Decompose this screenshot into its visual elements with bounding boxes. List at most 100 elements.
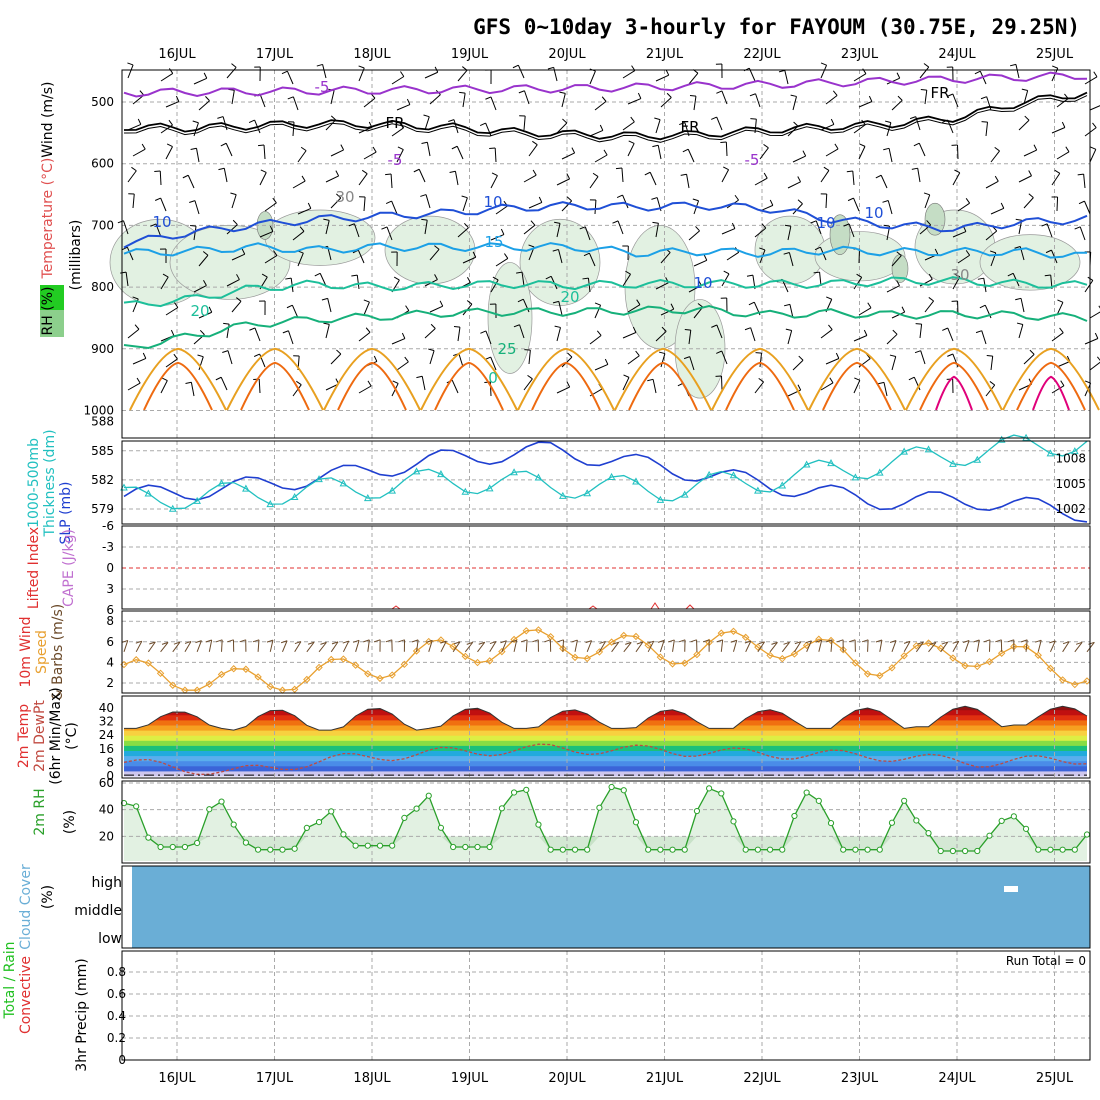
wind-barb — [351, 274, 360, 290]
wind-barb-feather — [552, 248, 559, 252]
wind-speed-marker — [583, 654, 591, 663]
wind-barb-feather — [761, 223, 767, 229]
warm-contour — [129, 347, 227, 411]
slp-tick-label: 1005 — [1055, 477, 1086, 491]
pressure-tick-label: 800 — [91, 280, 114, 294]
wind-speed-marker — [790, 650, 799, 658]
wind-barb-feather — [434, 245, 440, 250]
date-label-top: 17JUL — [256, 47, 294, 62]
surface-wind-barb-staff — [781, 641, 790, 653]
wind-barb-staff — [291, 304, 299, 319]
wind-barb-feather — [423, 114, 430, 118]
temp-color-band — [124, 740, 1087, 746]
wind-barb — [716, 350, 728, 365]
wind-ylabel-1: 10m Wind — [18, 616, 34, 687]
wind-barb — [693, 303, 704, 319]
temp-contour--5 — [123, 71, 1088, 98]
wind-barb-staff — [231, 253, 245, 261]
wind-barb-feather — [132, 296, 139, 300]
wind-barb-feather — [220, 142, 227, 147]
wind-barb-feather — [489, 147, 496, 150]
wind-barb-staff — [220, 377, 228, 391]
wind-barb-staff — [627, 355, 640, 365]
surface-wind-barb-feather — [135, 640, 142, 644]
wind-barb-staff — [858, 101, 873, 108]
wind-barb-staff — [327, 298, 332, 313]
wind-barb-feather — [1029, 349, 1035, 355]
wind-speed-marker — [400, 660, 409, 669]
surface-wind-barb-feather — [962, 640, 970, 643]
wind-barb-feather — [485, 96, 492, 100]
surface-wind-barb-feather — [440, 640, 447, 644]
wind-barb-staff — [1089, 105, 1100, 111]
rh-marker — [547, 846, 554, 853]
wind-speed-marker — [351, 661, 360, 669]
rh-marker — [657, 846, 664, 853]
wind-barb-staff — [853, 124, 866, 134]
wind-barb-staff — [330, 353, 342, 365]
rh-marker — [1059, 846, 1066, 853]
surface-wind-barb-staff — [867, 639, 869, 652]
wind-barb-staff — [424, 116, 430, 131]
wind-barb — [684, 329, 692, 345]
wind-barb — [512, 64, 525, 79]
wind-barb — [479, 122, 492, 137]
wind-barb-staff — [259, 93, 266, 108]
contour-label: 30 — [335, 188, 354, 206]
surface-wind-barb-staff — [611, 641, 620, 653]
wind-barb — [985, 381, 996, 397]
wind-barb — [519, 115, 526, 131]
wind-barb-feather — [746, 274, 753, 277]
wind-barb-feather — [532, 169, 537, 176]
surface-wind-barb-staff — [794, 641, 802, 653]
warm-contour — [226, 347, 324, 411]
thickness-marker — [851, 473, 860, 481]
wind-barb-feather — [479, 122, 486, 126]
wind-barb-staff — [523, 90, 530, 105]
thickness-tick-label: 588 — [91, 415, 114, 429]
wind-barb-feather — [166, 143, 173, 148]
cloud-gap-mark — [1004, 886, 1018, 892]
surface-wind-barb — [266, 639, 274, 652]
wind-barb — [847, 197, 860, 212]
wind-barb-staff — [258, 378, 261, 394]
wind-barb — [693, 254, 708, 267]
surface-wind-barb-staff — [659, 640, 665, 652]
date-label-top: 24JUL — [938, 47, 976, 62]
wind-barb-staff — [358, 385, 372, 394]
wind-barb-staff — [716, 324, 723, 339]
wind-barb-staff — [558, 301, 563, 316]
cloud-level-low: low — [98, 931, 122, 947]
wind-barb-feather — [863, 329, 868, 336]
wind-barb — [1084, 122, 1097, 137]
panel-frame-li — [121, 525, 1091, 610]
wind-barb-feather — [141, 143, 146, 150]
rh-marker — [218, 798, 225, 805]
wind-barb — [985, 175, 999, 189]
wind-barb-staff — [792, 359, 804, 371]
wind-barb — [952, 169, 961, 186]
wind-barb-staff — [787, 330, 793, 345]
wind-speed-marker — [997, 649, 1006, 657]
wind-barb-staff — [649, 172, 657, 186]
wind-barb-staff — [225, 143, 233, 157]
wind-barb-staff — [759, 147, 769, 160]
temp-color-band — [124, 730, 1087, 736]
wind-barb — [749, 93, 761, 108]
wind-speed-marker — [876, 671, 884, 680]
surface-wind-barb — [836, 639, 844, 652]
wind-barb-feather — [137, 118, 142, 125]
data-layer — [117, 62, 1100, 855]
surface-wind-barb-feather — [227, 639, 234, 643]
surface-wind-barb — [952, 640, 960, 653]
wind-barb-feather — [652, 144, 659, 148]
wind-barb-feather — [878, 381, 885, 385]
wind-barb-staff — [693, 96, 697, 111]
wind-barb-feather — [636, 299, 641, 305]
temp-ylabel-4: (°C) — [64, 722, 80, 750]
wind-barb-feather — [567, 352, 573, 358]
wind-speed-marker — [266, 682, 274, 691]
surface-wind-barb — [500, 640, 507, 652]
wind-barb-feather — [139, 90, 145, 96]
surface-wind-barb — [903, 640, 911, 653]
